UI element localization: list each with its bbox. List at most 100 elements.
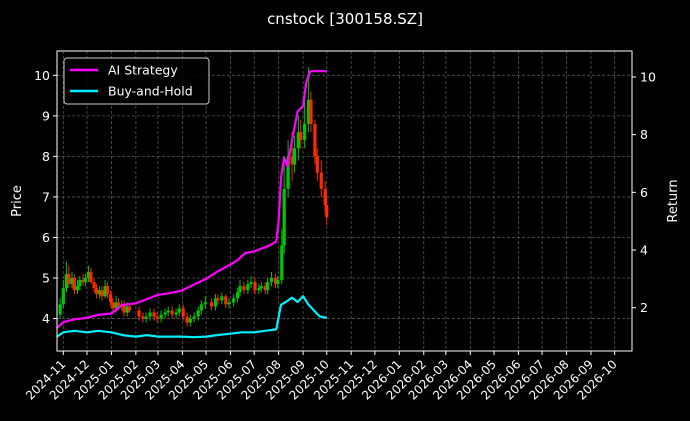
candle-body	[269, 278, 274, 283]
candle-body	[220, 296, 224, 301]
chart-title: cnstock [300158.SZ]	[267, 10, 423, 28]
candle-body	[89, 271, 93, 283]
y-axis-right: 2 4 6 8 10	[632, 69, 656, 315]
candle-body	[242, 286, 246, 291]
candle-body	[213, 298, 218, 307]
y-right-tick-label: 4	[640, 243, 648, 258]
candle-body	[280, 245, 284, 281]
candle-body	[144, 316, 148, 319]
y-left-tick-label: 5	[42, 271, 50, 286]
candle-body	[185, 316, 189, 323]
candle-body	[224, 296, 228, 305]
candle-body	[259, 286, 263, 289]
candle-body	[192, 316, 196, 319]
candle-body	[299, 132, 303, 141]
candle-body	[64, 273, 69, 289]
x-axis: 2024-112024-122025-012025-022025-032025-…	[23, 351, 620, 403]
candle-body	[94, 288, 99, 295]
candle-body	[67, 273, 71, 285]
candle-body	[303, 123, 307, 141]
candle-body	[209, 302, 214, 307]
candle-body	[265, 282, 270, 291]
y-left-tick-label: 4	[42, 311, 50, 326]
candle-body	[249, 282, 253, 285]
candle-body	[148, 312, 152, 317]
candle-body	[83, 278, 87, 283]
y-right-tick-label: 10	[640, 69, 656, 84]
candle-body	[58, 304, 62, 315]
candle-body	[116, 302, 121, 307]
candle-body	[253, 282, 257, 291]
y-right-tick-label: 6	[640, 185, 648, 200]
candle-body	[199, 304, 203, 311]
candle-body	[86, 271, 91, 279]
y-left-tick-label: 6	[42, 230, 50, 245]
candle-body	[315, 156, 319, 173]
candle-body	[313, 123, 317, 157]
candle-body	[282, 188, 286, 246]
candle-body	[188, 318, 192, 323]
candle-body	[70, 278, 74, 285]
buy-and-hold-line	[56, 295, 328, 339]
candle-body	[81, 280, 85, 283]
candle-body	[177, 308, 181, 313]
candle-body	[227, 302, 231, 305]
candle-body	[246, 284, 250, 291]
candle-body	[325, 205, 329, 218]
candle-body	[232, 298, 236, 303]
ai-strategy-line	[56, 70, 327, 329]
candle-body	[97, 290, 102, 295]
legend-label-buy-and-hold: Buy-and-Hold	[108, 84, 193, 99]
candle-body	[286, 156, 290, 189]
candle-body	[61, 288, 65, 305]
candle-body	[78, 280, 82, 287]
candle-body	[216, 298, 220, 301]
candle-body	[114, 302, 118, 309]
candle-body	[152, 312, 156, 317]
legend-box	[63, 57, 210, 105]
candle-body	[141, 316, 145, 319]
y-left-tick-label: 7	[42, 189, 50, 204]
candle-body	[155, 316, 159, 319]
legend: AI Strategy Buy-and-Hold	[63, 57, 210, 105]
candle-body	[307, 99, 311, 124]
legend-label-ai-strategy: AI Strategy	[108, 63, 178, 78]
candle-body	[319, 172, 323, 189]
candle-body	[236, 292, 240, 299]
candle-body	[181, 308, 185, 317]
candle-body	[238, 286, 242, 293]
y-left-tick-label: 9	[42, 108, 50, 123]
candle-body	[309, 99, 313, 124]
candle-body	[263, 286, 267, 291]
y-axis-left: 4 5 6 7 8 9 10	[34, 68, 57, 326]
candle-body	[75, 286, 80, 291]
candle-body	[290, 156, 294, 165]
candle-body	[163, 312, 167, 315]
candle-body	[276, 280, 280, 285]
candle-body	[323, 188, 327, 206]
candle-body	[109, 294, 113, 303]
y-axis-left-label: Price	[10, 185, 25, 217]
y-left-tick-label: 8	[42, 149, 50, 164]
y-right-tick-label: 2	[640, 300, 648, 315]
y-right-tick-label: 8	[640, 127, 648, 142]
candle-body	[111, 302, 115, 309]
candle-body	[296, 132, 300, 149]
candle-body	[159, 314, 163, 319]
candle-body	[100, 290, 104, 297]
candle-body	[203, 302, 207, 305]
candle-body	[257, 288, 261, 291]
return-lines	[56, 70, 328, 339]
candle-body	[170, 310, 174, 315]
candle-body	[122, 304, 126, 313]
candle-body	[196, 310, 200, 317]
candle-body	[137, 310, 141, 317]
candle-body	[103, 286, 107, 297]
plot-frame	[56, 50, 633, 352]
candle-body	[125, 306, 129, 313]
candle-body	[105, 286, 110, 295]
candle-body	[127, 306, 132, 311]
y-axis-right-label: Return	[666, 179, 681, 222]
candle-body	[72, 278, 76, 291]
